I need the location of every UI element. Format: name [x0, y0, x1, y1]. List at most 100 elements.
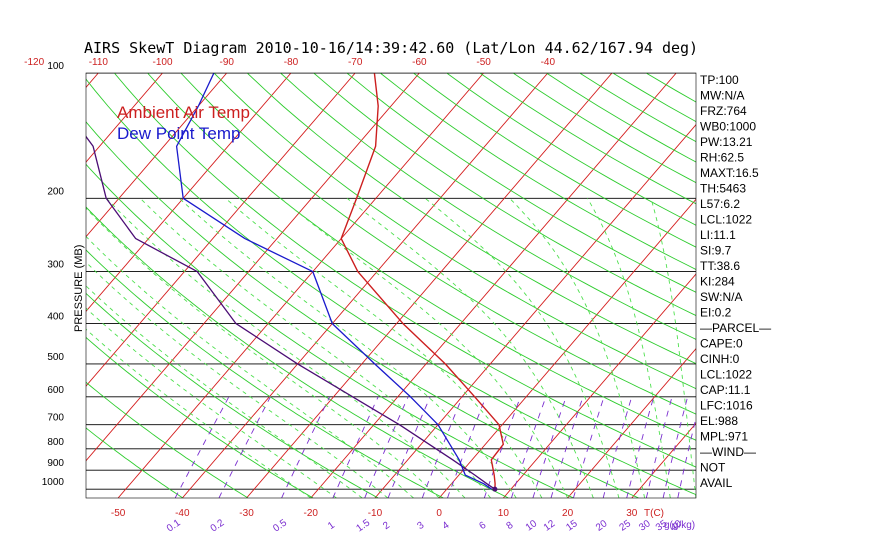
pressure-tick-label: 200: [47, 186, 64, 197]
mixing-ratio-line: [645, 396, 673, 498]
bottom-temp-tick-label: 20: [562, 508, 574, 519]
dry-adiabat-line: [86, 292, 379, 498]
dry-adiabat-line: [379, 73, 696, 270]
index-entry: LCL:1022: [700, 368, 752, 382]
bottom-temp-tick-label: -10: [368, 508, 383, 519]
dry-adiabat-line: [645, 73, 696, 103]
dry-adiabat-line: [446, 73, 696, 226]
isotherm-line: [0, 73, 34, 498]
pressure-tick-label: 300: [47, 260, 64, 271]
mixing-ratio-tick-label: 3: [415, 520, 426, 532]
dry-adiabat-line: [113, 73, 696, 468]
dry-adiabat-line: [213, 73, 696, 390]
dry-adiabat-line: [413, 73, 696, 248]
moist-adiabat-line: [86, 207, 440, 498]
moist-adiabat-line: [509, 197, 646, 498]
mixing-ratio-line: [532, 396, 567, 498]
dry-adiabat-line: [86, 427, 184, 498]
index-entry: RH:62.5: [700, 151, 744, 165]
isotherm-line: [86, 73, 163, 163]
mixing-ratio-tick-label: 30: [637, 518, 653, 534]
mixing-ratio-line: [174, 396, 230, 498]
mixing-ratio-tick-label: 10: [524, 518, 540, 534]
moist-adiabat-line: [586, 198, 671, 498]
mixing-ratio-line: [572, 396, 605, 498]
moist-adiabat-line: [106, 197, 466, 498]
mixing-ratio-line: [387, 396, 431, 498]
dry-adiabat-line: [346, 73, 696, 293]
dry-adiabat-line: [86, 336, 314, 498]
mixing-ratio-tick-label: 0.5: [271, 517, 289, 534]
pressure-tick-label: 600: [47, 385, 64, 396]
dewpoint-line: [175, 73, 493, 490]
index-entry: LI:11.1: [700, 228, 736, 242]
top-temp-tick-label: -40: [541, 57, 556, 68]
mixing-ratio-line: [662, 396, 689, 498]
index-entry: TP:100: [700, 73, 739, 87]
mixing-ratio-line: [421, 396, 463, 498]
dry-adiabat-line: [280, 73, 696, 340]
bottom-temp-tick-label: -20: [304, 508, 319, 519]
index-entry: AVAIL: [700, 476, 733, 490]
isotherm-line: [117, 73, 484, 498]
pressure-tick-label: 400: [47, 312, 64, 323]
temp-axis-label: T(C): [644, 508, 664, 519]
top-temp-tick-label: -120: [24, 57, 44, 68]
surface-marker: [492, 486, 498, 492]
index-entry: L57:6.2: [700, 197, 740, 211]
index-entry: WB0:1000: [700, 120, 756, 134]
dry-adiabat-line: [86, 121, 639, 498]
isotherm-line: [374, 123, 696, 498]
mixing-ratio-line: [218, 396, 271, 498]
index-entry: CAP:11.1: [700, 383, 751, 397]
grid-layer: [0, 73, 870, 498]
isotherm-line: [567, 347, 696, 498]
bottom-temp-tick-label: -40: [175, 508, 190, 519]
isotherm-line: [760, 73, 870, 498]
moist-adiabat-line: [424, 197, 620, 498]
moist-adiabat-line: [346, 197, 594, 498]
moist-adiabat-line: [86, 285, 363, 498]
index-entry: NOT: [700, 461, 726, 475]
mixing-ratio-line: [483, 396, 521, 498]
parcel-line: [86, 135, 496, 490]
moist-adiabat-line: [86, 261, 389, 498]
moist-adiabat-line: [86, 328, 311, 498]
isotherm-line: [86, 73, 356, 387]
mixing-ratio-tick-label: 6: [477, 520, 488, 532]
index-entry: KI:284: [700, 275, 735, 289]
mixing-ratio-tick-label: 2: [381, 520, 392, 532]
dry-adiabat-line: [86, 249, 444, 498]
isotherm-line: [86, 73, 420, 462]
isotherm-line: [310, 73, 677, 498]
plot-frame: [85, 72, 697, 499]
top-temp-tick-label: -100: [153, 57, 173, 68]
mixing-ratio-tick-label: 1: [326, 520, 337, 532]
index-entry: CINH:0: [700, 352, 740, 366]
moist-adiabat-line: [650, 198, 696, 498]
index-entry: MAXT:16.5: [700, 166, 759, 180]
mixing-ratio-line: [332, 396, 379, 498]
dry-adiabat-line: [246, 73, 696, 365]
top-temp-tick-label: -110: [89, 57, 109, 68]
moist-adiabat-line: [86, 307, 337, 498]
index-entry: EL:988: [700, 414, 738, 428]
pressure-tick-label: 500: [47, 352, 64, 363]
index-entry: TH:5463: [700, 182, 746, 196]
bottom-temp-tick-label: -30: [239, 508, 254, 519]
top-temp-tick-label: -60: [412, 57, 427, 68]
mixing-ratio-tick-label: 8: [505, 520, 516, 532]
pressure-tick-label: 900: [47, 458, 64, 469]
legend: Ambient Air Temp Dew Point Temp: [117, 103, 250, 143]
mixing-ratio-line: [550, 396, 584, 498]
bottom-temp-tick-label: -50: [111, 508, 126, 519]
mixing-ratio-line: [364, 396, 409, 498]
dry-adiabat-line: [479, 73, 696, 205]
chart-title: AIRS SkewT Diagram 2010-10-16/14:39:42.6…: [84, 39, 698, 57]
mixing-ratio-tick-label: 12: [542, 518, 558, 534]
index-entry: CAPE:0: [700, 337, 743, 351]
moist-adiabat-line: [139, 197, 491, 498]
